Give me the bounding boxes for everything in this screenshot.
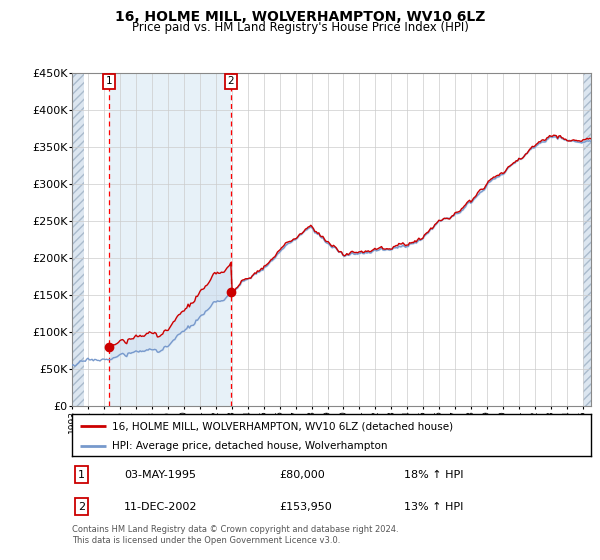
Text: 03-MAY-1995: 03-MAY-1995 [124,470,196,479]
Text: Price paid vs. HM Land Registry's House Price Index (HPI): Price paid vs. HM Land Registry's House … [131,21,469,34]
Text: 18% ↑ HPI: 18% ↑ HPI [404,470,464,479]
Text: £153,950: £153,950 [280,502,332,511]
Text: HPI: Average price, detached house, Wolverhampton: HPI: Average price, detached house, Wolv… [112,441,388,451]
Text: 1: 1 [78,470,85,479]
Text: 2: 2 [78,502,85,511]
Text: 1: 1 [106,76,113,86]
Text: 2: 2 [227,76,234,86]
Text: £80,000: £80,000 [280,470,325,479]
Text: 16, HOLME MILL, WOLVERHAMPTON, WV10 6LZ: 16, HOLME MILL, WOLVERHAMPTON, WV10 6LZ [115,10,485,24]
Text: Contains HM Land Registry data © Crown copyright and database right 2024.
This d: Contains HM Land Registry data © Crown c… [72,525,398,545]
Text: 13% ↑ HPI: 13% ↑ HPI [404,502,464,511]
Text: 11-DEC-2002: 11-DEC-2002 [124,502,197,511]
Text: 16, HOLME MILL, WOLVERHAMPTON, WV10 6LZ (detached house): 16, HOLME MILL, WOLVERHAMPTON, WV10 6LZ … [112,421,454,431]
